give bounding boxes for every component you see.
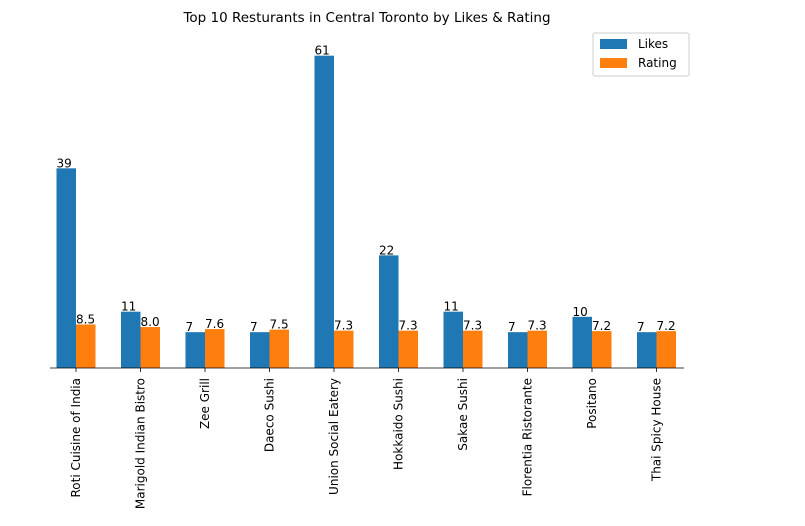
bar-rating-1: [140, 327, 160, 368]
data-labels-layer: 39 8.5 11 8.0 7 7.6 7 7.5 61 7.3 22 7.3 11 7.3 7 7.3 10 7…: [57, 44, 676, 334]
bar-likes-5: [379, 255, 399, 368]
data-label-rating-3: 7.5: [270, 318, 289, 332]
bar-rating-8: [592, 331, 612, 368]
bar-likes-2: [185, 332, 205, 368]
bar-rating-9: [656, 331, 676, 368]
x-tick-label-0: Roti Cuisine of India: [69, 378, 83, 498]
bar-rating-0: [76, 324, 96, 368]
legend-label-rating: Rating: [638, 56, 677, 70]
x-tick-label-6: Sakae Sushi: [456, 378, 470, 451]
data-label-rating-2: 7.6: [205, 317, 224, 331]
bars-layer: [56, 55, 676, 369]
data-label-likes-3: 7: [250, 320, 258, 334]
data-label-likes-6: 11: [444, 300, 459, 314]
data-label-likes-8: 10: [573, 305, 588, 319]
data-label-rating-5: 7.3: [399, 319, 418, 333]
data-label-likes-7: 7: [508, 320, 516, 334]
bar-rating-4: [334, 330, 354, 368]
data-label-likes-0: 39: [57, 156, 72, 170]
bar-likes-0: [56, 168, 76, 368]
x-tick-label-9: Thai Spicy House: [650, 378, 664, 482]
x-tick-label-2: Zee Grill: [198, 378, 212, 429]
bar-likes-3: [250, 332, 270, 368]
bar-rating-6: [463, 330, 483, 368]
bar-rating-7: [527, 330, 547, 368]
data-label-rating-4: 7.3: [334, 319, 353, 333]
x-tick-label-5: Hokkaido Sushi: [392, 378, 406, 470]
bar-rating-5: [398, 330, 418, 368]
bar-likes-9: [637, 332, 657, 368]
legend: Likes Rating: [592, 32, 690, 77]
bar-rating-3: [269, 329, 289, 368]
data-label-rating-6: 7.3: [463, 319, 482, 333]
chart-title: Top 10 Resturants in Central Toronto by …: [182, 10, 550, 26]
x-tick-label-3: Daeco Sushi: [263, 378, 277, 452]
data-label-rating-0: 8.5: [76, 312, 95, 326]
data-label-rating-9: 7.2: [657, 319, 676, 333]
legend-swatch-rating: [600, 58, 627, 68]
data-label-likes-5: 22: [379, 243, 394, 257]
x-tick-labels: Roti Cuisine of India Marigold Indian Bis…: [69, 368, 664, 509]
x-tick-label-8: Positano: [585, 378, 599, 429]
bar-likes-4: [314, 55, 334, 369]
bar-likes-6: [443, 311, 463, 368]
bar-likes-1: [121, 311, 141, 368]
x-tick-label-7: Florentia Ristorante: [521, 378, 535, 496]
legend-swatch-likes: [600, 39, 627, 49]
x-tick-label-4: Union Social Eatery: [327, 378, 341, 495]
x-tick-label-1: Marigold Indian Bistro: [134, 378, 148, 509]
bar-rating-2: [205, 329, 225, 368]
data-label-rating-1: 8.0: [141, 315, 160, 329]
bar-likes-8: [572, 316, 592, 368]
data-label-rating-7: 7.3: [528, 319, 547, 333]
legend-label-likes: Likes: [638, 37, 668, 51]
bar-likes-7: [508, 332, 528, 368]
data-label-likes-4: 61: [315, 44, 330, 58]
data-label-likes-9: 7: [637, 320, 645, 334]
data-label-likes-2: 7: [186, 320, 194, 334]
data-label-rating-8: 7.2: [592, 319, 611, 333]
data-label-likes-1: 11: [121, 300, 136, 314]
